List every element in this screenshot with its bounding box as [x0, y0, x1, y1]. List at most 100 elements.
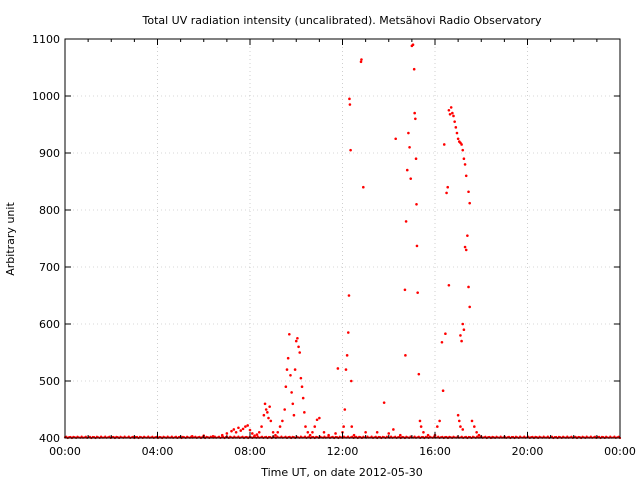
data-point: [230, 429, 233, 433]
data-point: [446, 185, 450, 189]
x-tick-label: 16:00: [419, 445, 451, 458]
data-point: [404, 354, 407, 357]
data-point: [416, 291, 419, 294]
data-point: [454, 126, 458, 129]
data-point: [304, 425, 307, 428]
data-point: [464, 248, 468, 252]
x-tick-label: 12:00: [327, 445, 359, 458]
data-point: [260, 425, 263, 428]
data-point: [301, 396, 305, 400]
data-point: [461, 148, 465, 152]
data-point: [415, 244, 419, 248]
data-point: [468, 305, 471, 309]
data-point: [334, 432, 337, 435]
data-point: [456, 413, 460, 417]
data-point: [268, 405, 271, 408]
data-point: [283, 408, 286, 411]
data-point: [412, 67, 416, 71]
x-tick-label: 08:00: [234, 445, 266, 458]
data-point: [346, 331, 350, 334]
data-point: [237, 426, 240, 430]
data-point: [409, 177, 413, 180]
data-point: [299, 376, 303, 380]
data-point: [344, 368, 348, 371]
data-point: [352, 433, 356, 437]
y-tick-label: 800: [39, 204, 60, 217]
data-point: [447, 108, 451, 112]
data-point: [460, 339, 463, 343]
data-point: [293, 368, 297, 371]
axis-ticks: 400 500 600 700 800 900 1000 1100 00:00 04:00 08:0…: [32, 33, 636, 458]
data-point: [347, 294, 351, 297]
data-point: [451, 111, 454, 115]
data-point: [322, 431, 326, 434]
data-point: [463, 245, 467, 249]
data-point: [298, 351, 302, 354]
data-point: [392, 428, 395, 431]
data-point: [399, 433, 402, 437]
data-point: [405, 168, 409, 172]
data-point: [455, 131, 459, 135]
data-point: [349, 379, 353, 383]
data-point: [475, 431, 478, 434]
data-point: [462, 328, 466, 332]
data-point: [414, 117, 417, 121]
data-point: [426, 433, 430, 437]
x-tick-label: 04:00: [142, 445, 174, 458]
data-point: [288, 332, 291, 336]
data-point: [452, 114, 455, 118]
data-point: [468, 201, 471, 205]
data-point: [436, 425, 439, 428]
data-point: [345, 354, 349, 357]
x-tick-label: 00:00: [49, 445, 81, 458]
data-point: [477, 433, 481, 437]
data-point: [413, 111, 416, 115]
data-point: [422, 431, 425, 434]
data-point: [297, 345, 300, 349]
data-point: [348, 97, 351, 101]
data-point: [271, 431, 275, 434]
data-point: [292, 413, 296, 417]
data-point: [464, 174, 468, 178]
data-point: [448, 112, 452, 116]
data-point: [453, 120, 456, 123]
data-point: [234, 431, 238, 434]
data-point: [284, 385, 288, 389]
data-point: [289, 374, 292, 377]
data-point: [415, 203, 418, 206]
data-point: [274, 433, 277, 437]
data-point: [394, 137, 397, 141]
data-point: [239, 429, 243, 432]
data-point: [318, 416, 321, 420]
chart-title: Total UV radiation intensity (uncalibrat…: [142, 14, 542, 27]
data-point: [449, 106, 453, 109]
data-point: [419, 425, 423, 428]
data-point: [461, 322, 465, 326]
data-point: [447, 283, 451, 287]
data-point: [403, 288, 407, 292]
x-tick-label: 00:00: [604, 445, 636, 458]
data-point: [387, 432, 391, 435]
data-point: [248, 428, 252, 432]
x-tick-label: 20:00: [512, 445, 544, 458]
y-axis-label: Arbitrary unit: [4, 202, 17, 276]
grid-lines: [65, 39, 620, 438]
data-point: [462, 157, 466, 160]
data-point: [276, 431, 280, 434]
data-point: [457, 419, 461, 423]
data-point: [418, 419, 422, 423]
data-point: [266, 411, 269, 414]
data-point: [311, 431, 314, 434]
data-point: [336, 367, 340, 370]
data-point: [241, 427, 245, 431]
data-point: [359, 60, 363, 64]
data-point: [417, 372, 421, 376]
data-point: [190, 434, 194, 438]
data-point: [262, 413, 266, 417]
data-point: [255, 433, 259, 436]
data-point: [470, 419, 474, 423]
data-point: [407, 131, 410, 135]
data-point: [342, 425, 345, 428]
